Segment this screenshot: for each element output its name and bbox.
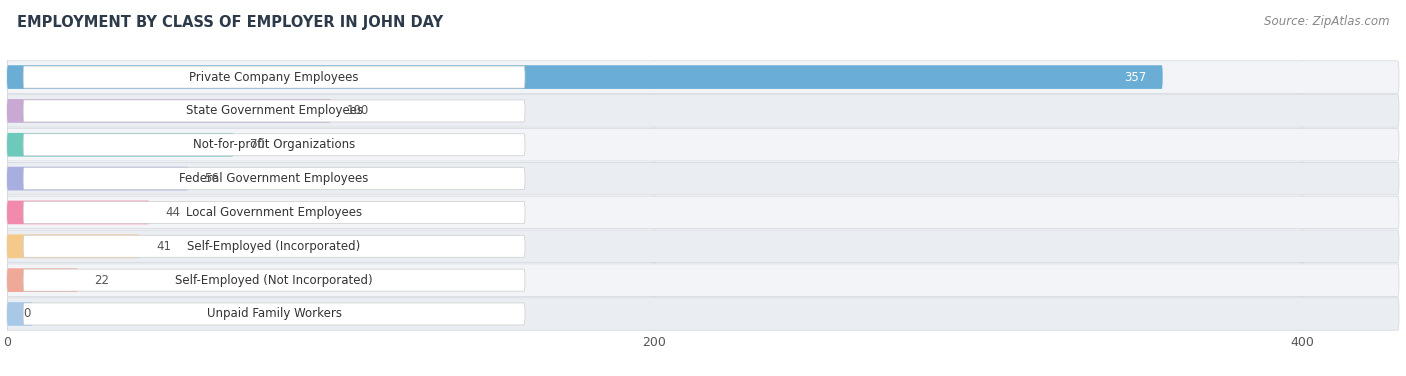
FancyBboxPatch shape [7, 201, 149, 224]
Text: Local Government Employees: Local Government Employees [186, 206, 363, 219]
Text: Federal Government Employees: Federal Government Employees [180, 172, 368, 185]
FancyBboxPatch shape [7, 230, 1399, 262]
Text: Private Company Employees: Private Company Employees [190, 71, 359, 83]
FancyBboxPatch shape [7, 167, 188, 191]
FancyBboxPatch shape [7, 302, 32, 326]
FancyBboxPatch shape [7, 65, 1163, 89]
Text: Source: ZipAtlas.com: Source: ZipAtlas.com [1264, 15, 1389, 28]
FancyBboxPatch shape [24, 303, 524, 325]
Text: 44: 44 [166, 206, 180, 219]
Text: State Government Employees: State Government Employees [186, 105, 363, 117]
Text: 100: 100 [347, 105, 370, 117]
FancyBboxPatch shape [7, 196, 1399, 229]
FancyBboxPatch shape [7, 129, 1399, 161]
Text: 22: 22 [94, 274, 110, 287]
Text: 0: 0 [24, 308, 31, 320]
Text: Self-Employed (Not Incorporated): Self-Employed (Not Incorporated) [176, 274, 373, 287]
FancyBboxPatch shape [7, 162, 1399, 195]
Text: 357: 357 [1125, 71, 1146, 83]
FancyBboxPatch shape [24, 100, 524, 122]
Text: 70: 70 [250, 138, 264, 151]
FancyBboxPatch shape [7, 268, 79, 292]
Text: Unpaid Family Workers: Unpaid Family Workers [207, 308, 342, 320]
FancyBboxPatch shape [24, 134, 524, 156]
FancyBboxPatch shape [24, 235, 524, 257]
FancyBboxPatch shape [24, 168, 524, 190]
FancyBboxPatch shape [7, 298, 1399, 330]
FancyBboxPatch shape [7, 264, 1399, 296]
Text: Not-for-profit Organizations: Not-for-profit Organizations [193, 138, 356, 151]
FancyBboxPatch shape [24, 269, 524, 291]
FancyBboxPatch shape [7, 61, 1399, 93]
FancyBboxPatch shape [7, 235, 139, 258]
FancyBboxPatch shape [24, 66, 524, 88]
Text: Self-Employed (Incorporated): Self-Employed (Incorporated) [187, 240, 361, 253]
FancyBboxPatch shape [7, 133, 233, 157]
Text: 41: 41 [156, 240, 172, 253]
FancyBboxPatch shape [7, 99, 330, 123]
FancyBboxPatch shape [7, 95, 1399, 127]
Text: EMPLOYMENT BY CLASS OF EMPLOYER IN JOHN DAY: EMPLOYMENT BY CLASS OF EMPLOYER IN JOHN … [17, 15, 443, 30]
FancyBboxPatch shape [24, 202, 524, 223]
Text: 56: 56 [204, 172, 219, 185]
